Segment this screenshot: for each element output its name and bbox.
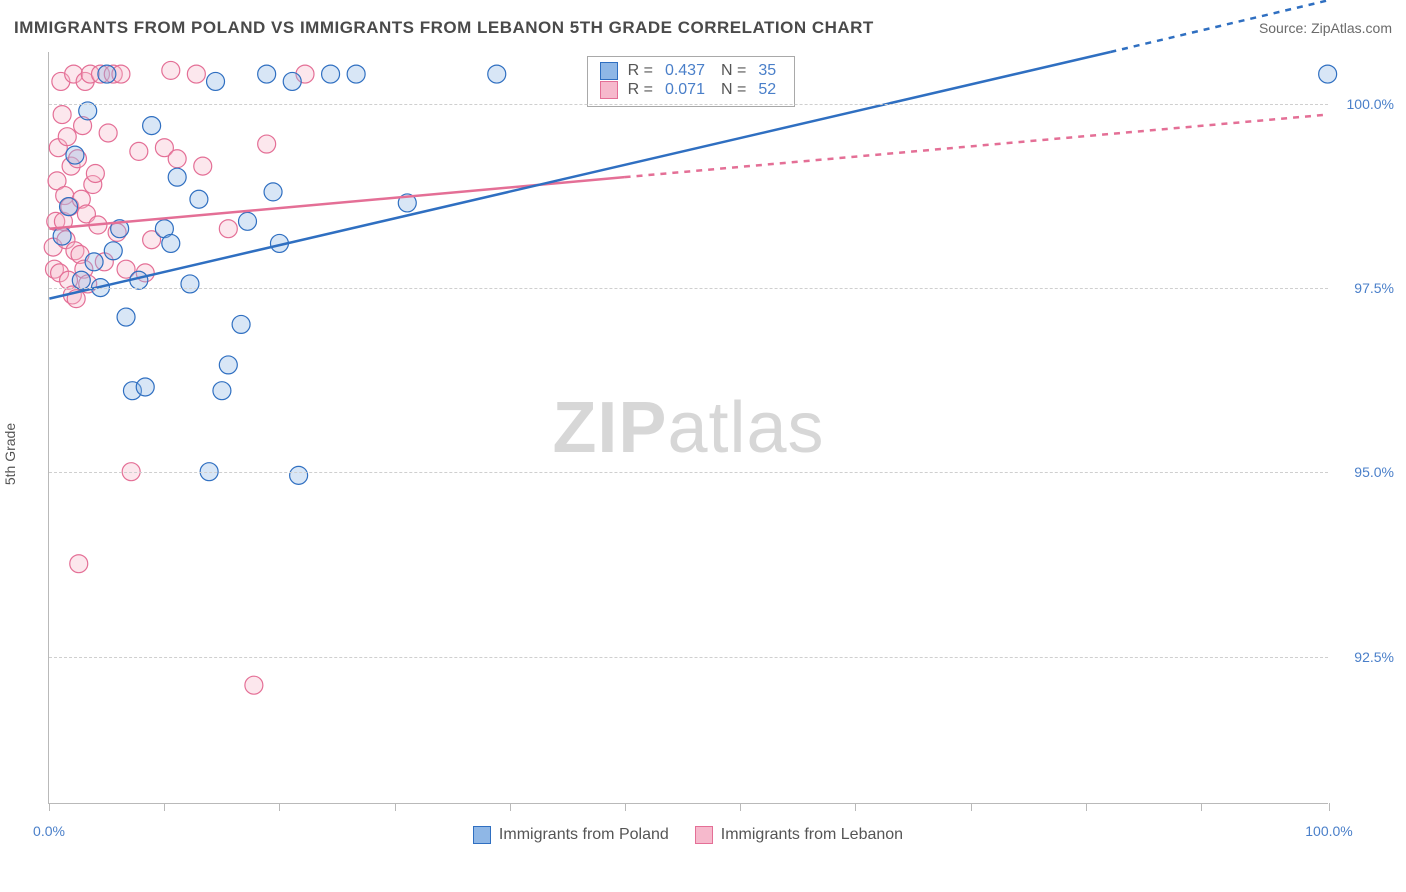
y-tick-label: 92.5%: [1354, 649, 1394, 665]
scatter-svg: [49, 52, 1328, 803]
x-tick: [971, 803, 972, 811]
plot-area: ZIPatlas R = 0.437 N = 35 R = 0.071 N = …: [48, 52, 1328, 804]
legend-poland-label: Immigrants from Poland: [499, 826, 669, 844]
n-label: N =: [721, 62, 746, 80]
x-tick: [1086, 803, 1087, 811]
x-tick: [855, 803, 856, 811]
swatch-poland: [600, 62, 618, 80]
gridline: [49, 472, 1328, 473]
x-tick: [279, 803, 280, 811]
poland-n-value: 35: [758, 62, 776, 80]
x-tick: [1329, 803, 1330, 811]
x-tick: [510, 803, 511, 811]
y-tick-label: 95.0%: [1354, 464, 1394, 480]
gridline: [49, 104, 1328, 105]
lebanon-n-value: 52: [758, 81, 776, 99]
r-label: R =: [628, 81, 653, 99]
gridline: [49, 657, 1328, 658]
x-tick: [395, 803, 396, 811]
chart-title: IMMIGRANTS FROM POLAND VS IMMIGRANTS FRO…: [14, 18, 874, 38]
x-tick: [625, 803, 626, 811]
swatch-lebanon: [695, 826, 713, 844]
x-tick: [164, 803, 165, 811]
source-citation: Source: ZipAtlas.com: [1259, 20, 1392, 36]
legend-lebanon-label: Immigrants from Lebanon: [721, 826, 903, 844]
x-tick: [1201, 803, 1202, 811]
lebanon-r-value: 0.071: [665, 81, 705, 99]
x-tick: [49, 803, 50, 811]
y-tick-label: 97.5%: [1354, 280, 1394, 296]
gridline: [49, 288, 1328, 289]
series-legend: Immigrants from Poland Immigrants from L…: [48, 826, 1328, 844]
swatch-lebanon: [600, 81, 618, 99]
y-tick-label: 100.0%: [1347, 96, 1394, 112]
r-label: R =: [628, 62, 653, 80]
x-tick: [740, 803, 741, 811]
poland-r-value: 0.437: [665, 62, 705, 80]
y-axis-label: 5th Grade: [2, 423, 18, 485]
swatch-poland: [473, 826, 491, 844]
correlation-legend: R = 0.437 N = 35 R = 0.071 N = 52: [587, 56, 796, 107]
n-label: N =: [721, 81, 746, 99]
